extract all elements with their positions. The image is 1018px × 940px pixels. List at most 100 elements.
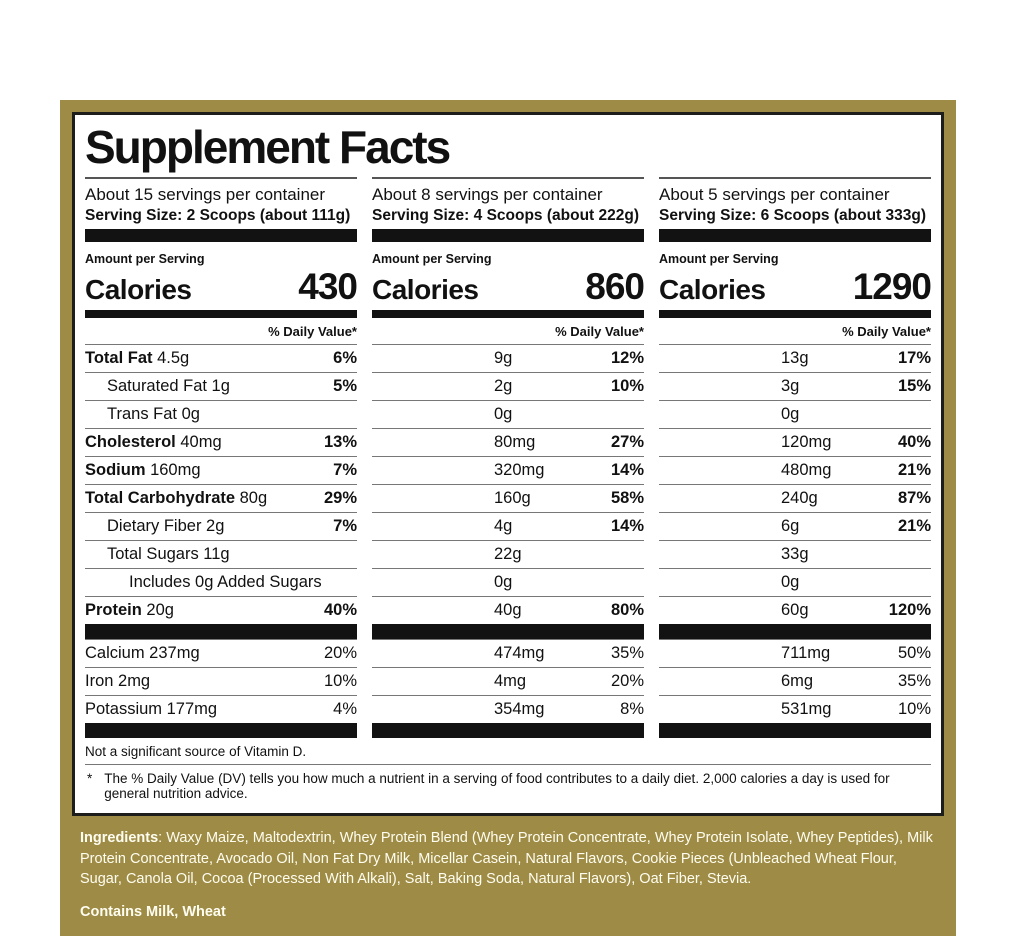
nutrient-row: Calcium 237mg 20% — [85, 639, 357, 667]
nutrient-amount: 120mg — [781, 433, 832, 452]
nutrient-row: 120mg 40% — [659, 428, 931, 456]
separator-bar — [659, 723, 931, 739]
daily-value: 7% — [333, 517, 357, 536]
separator-bar — [85, 310, 357, 319]
page-title: Supplement Facts — [85, 121, 451, 173]
daily-value: 35% — [897, 672, 931, 691]
daily-value: 21% — [897, 517, 931, 536]
daily-value: 5% — [333, 377, 357, 396]
nutrient-row: 2g 10% — [372, 372, 644, 400]
nutrient-amount: 0g — [781, 573, 800, 592]
nutrient-amount: 320mg — [494, 461, 545, 480]
nutrient-row: 0g — [659, 400, 931, 428]
nutrient-row: Saturated Fat 1g 5% — [85, 372, 357, 400]
daily-value: 14% — [610, 461, 644, 480]
nutrient-amount: 2g — [494, 377, 513, 396]
nutrient-name-bold: Total Fat — [85, 349, 153, 368]
nutrient-row: Cholesterol 40mg 13% — [85, 428, 357, 456]
calories-label: Calories — [372, 274, 479, 306]
nutrient-row: 0g — [372, 568, 644, 596]
daily-value: 21% — [897, 461, 931, 480]
daily-value: 6% — [333, 349, 357, 368]
nutrient-amount: 4g — [494, 517, 513, 536]
separator-bar — [372, 723, 644, 739]
nutrient-row: 60g 120% — [659, 596, 931, 624]
nutrient-row: 9g 12% — [372, 344, 644, 372]
serving-size: Serving Size: 6 Scoops (about 333g) — [659, 207, 927, 225]
separator-bar — [659, 229, 931, 243]
nutrient-amount: 0g — [781, 405, 800, 424]
daily-value: 40% — [323, 601, 357, 620]
nutrient-amount: 240g — [781, 489, 818, 508]
separator-bar — [372, 624, 644, 640]
nutrient-amount: 22g — [494, 545, 522, 564]
amount-per-serving-label: Amount per Serving — [659, 252, 779, 267]
nutrient-rows: 13g 17% 3g 15% 0g 120mg 40% 480mg 21% 240g 87% 6g 21… — [659, 344, 931, 739]
servings-per-container: About 15 servings per container — [85, 185, 326, 205]
nutrient-row: Includes 0g Added Sugars — [85, 568, 357, 596]
nutrient-name-bold: Sodium — [85, 461, 146, 480]
calories-value: 430 — [298, 266, 358, 308]
nutrient-label: Cholesterol 40mg — [85, 433, 222, 452]
facts-column-4-scoops: About 8 servings per container Serving S… — [372, 177, 645, 739]
vitamin-d-note: Not a significant source of Vitamin D. — [85, 744, 307, 760]
nutrient-rows: Total Fat 4.5g 6% Saturated Fat 1g 5% Trans … — [85, 344, 357, 739]
nutrient-amount: 80mg — [494, 433, 536, 452]
ingredients-text: : Waxy Maize, Maltodextrin, Whey Protein… — [80, 830, 933, 888]
nutrient-row: 4mg 20% — [372, 667, 644, 695]
daily-value-header: % Daily Value* — [268, 324, 357, 340]
daily-value: 50% — [897, 644, 931, 663]
nutrient-row: 4g 14% — [372, 512, 644, 540]
ingredients-paragraph: Ingredients: Waxy Maize, Maltodextrin, W… — [72, 816, 944, 892]
facts-column-2-scoops: About 15 servings per container Serving … — [85, 177, 358, 739]
nutrient-label: Trans Fat 0g — [107, 405, 200, 424]
nutrient-row: Dietary Fiber 2g 7% — [85, 512, 357, 540]
nutrient-amount: 711mg — [781, 644, 831, 663]
nutrient-row: 3g 15% — [659, 372, 931, 400]
daily-value: 87% — [897, 489, 931, 508]
nutrient-amount: 0g — [494, 573, 513, 592]
nutrient-row: Potassium 177mg 4% — [85, 695, 357, 723]
separator-bar — [85, 624, 357, 640]
nutrient-amount: 354mg — [494, 700, 545, 719]
nutrient-row: 240g 87% — [659, 484, 931, 512]
asterisk: * — [87, 771, 93, 787]
daily-value: 10% — [897, 700, 931, 719]
daily-value: 7% — [333, 461, 357, 480]
daily-value: 10% — [610, 377, 644, 396]
nutrient-amount: 480mg — [781, 461, 832, 480]
supplement-facts-panel: Supplement Facts About 15 servings per c… — [72, 112, 944, 817]
nutrient-amount: 3g — [781, 377, 800, 396]
nutrient-row: 80mg 27% — [372, 428, 644, 456]
daily-value-header: % Daily Value* — [555, 324, 644, 340]
nutrient-amount: 160g — [494, 489, 531, 508]
facts-column-6-scoops: About 5 servings per container Serving S… — [659, 177, 932, 739]
nutrient-row: 13g 17% — [659, 344, 931, 372]
servings-per-container: About 5 servings per container — [659, 185, 890, 205]
nutrient-row: 531mg 10% — [659, 695, 931, 723]
daily-value: 17% — [897, 349, 931, 368]
nutrient-row: 6mg 35% — [659, 667, 931, 695]
daily-value: 4% — [333, 700, 357, 719]
nutrient-row: 354mg 8% — [372, 695, 644, 723]
daily-value: 35% — [610, 644, 644, 663]
nutrient-amount: 9g — [494, 349, 513, 368]
calories-label: Calories — [85, 274, 192, 306]
calories-row: Calories 430 — [85, 266, 358, 308]
daily-value-footnote: * The % Daily Value (DV) tells you how m… — [85, 764, 931, 805]
nutrient-row: 711mg 50% — [659, 639, 931, 667]
nutrient-label: Sodium 160mg — [85, 461, 201, 480]
nutrient-row: 6g 21% — [659, 512, 931, 540]
nutrient-name-bold: Cholesterol — [85, 433, 176, 452]
nutrient-label: Iron 2mg — [85, 672, 151, 691]
serving-size: Serving Size: 2 Scoops (about 111g) — [85, 207, 351, 225]
serving-columns: About 15 servings per container Serving … — [85, 177, 932, 739]
daily-value-footnote-text: The % Daily Value (DV) tells you how muc… — [104, 771, 890, 802]
calories-label: Calories — [659, 274, 766, 306]
nutrient-row: 480mg 21% — [659, 456, 931, 484]
gold-frame: Supplement Facts About 15 servings per c… — [60, 100, 956, 937]
amount-per-serving-label: Amount per Serving — [85, 252, 205, 267]
nutrient-label: Saturated Fat 1g — [107, 377, 230, 396]
nutrient-row: Total Carbohydrate 80g 29% — [85, 484, 357, 512]
daily-value: 12% — [610, 349, 644, 368]
